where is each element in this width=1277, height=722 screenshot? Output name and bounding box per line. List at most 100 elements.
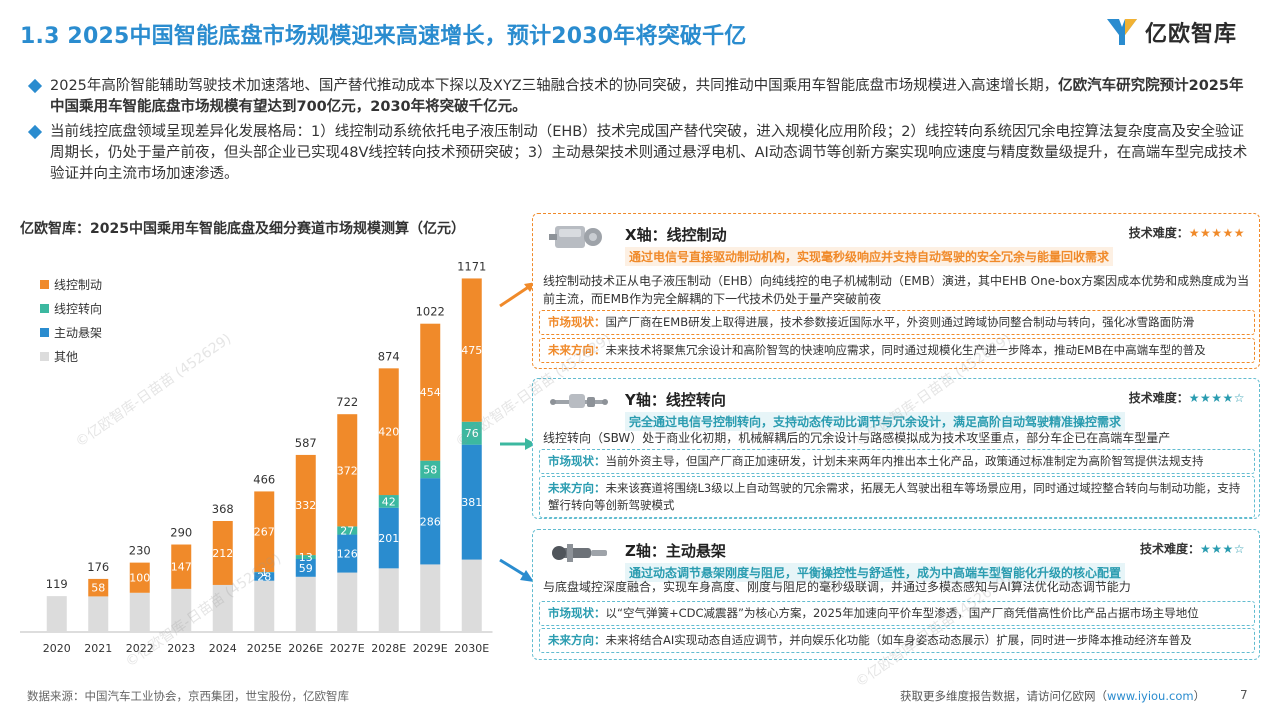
panel-description: 线控转向（SBW）处于商业化初期，机械解耦后的冗余设计与路感模拟成为技术攻坚重点…: [543, 431, 1171, 445]
difficulty-rating: 技术难度：★★★★★: [1129, 224, 1245, 241]
bar-线控制动-2024: [212, 520, 233, 585]
status-text: 国产厂商在EMB研发上取得进展，技术参数接近国际水平，外资则通过跨域协同整合制动…: [605, 315, 1195, 329]
bar-其他-2029E: [420, 564, 441, 632]
data-label-主动悬架-2030E: 381: [461, 496, 482, 509]
data-label-线控制动-2028E: 420: [378, 426, 399, 439]
panel-header: Y轴：线控转向 技术难度：★★★★☆: [533, 379, 1259, 419]
future-direction-box: 未来方向：未来该赛道将围绕L3级以上自动驾驶的冗余需求，拓展无人驾驶出租车等场景…: [539, 476, 1255, 518]
data-label-主动悬架-2025E: 28: [257, 570, 271, 583]
total-label-2023: 290: [170, 526, 192, 540]
future-label: 未来方向：: [548, 343, 606, 357]
logo: 亿欧智库: [1105, 16, 1237, 48]
market-status-box: 市场现状：国产厂商在EMB研发上取得进展，技术参数接近国际水平，外资则通过跨域协…: [539, 310, 1255, 335]
data-label-线控制动-2023: 147: [171, 561, 192, 574]
total-label-2027E: 722: [336, 395, 358, 409]
difficulty-label: 技术难度：: [1128, 391, 1189, 405]
data-label-线控制动-2030E: 475: [461, 344, 482, 357]
bar-其他-2030E: [461, 559, 482, 632]
bar-线控制动-2027E: [337, 414, 358, 527]
bar-其他-2023: [171, 588, 192, 632]
panel-subtitle: 通过动态调节悬架刚度与阻尼，平衡操控性与舒适性，成为中高端车型智能化升级的核心配…: [625, 563, 1126, 582]
x-tick-label-2020: 2020: [43, 642, 71, 655]
data-label-主动悬架-2028E: 201: [378, 532, 399, 545]
footer-text: 获取更多维度报告数据，请访问亿欧网（: [900, 689, 1107, 703]
bar-其他-2028E: [378, 568, 399, 632]
data-label-线控制动-2022: 100: [129, 572, 150, 585]
bullet-text: 当前线控底盘领域呈现差异化发展格局：1）线控制动系统依托电子液压制动（EHB）技…: [50, 124, 1248, 182]
x-tick-label-2030E: 2030E: [454, 642, 489, 655]
bar-主动悬架-2029E: [420, 478, 441, 565]
bar-线控制动-2029E: [420, 323, 441, 461]
logo-text: 亿欧智库: [1144, 22, 1237, 47]
star-rating-icon: ★★★★☆: [1188, 391, 1245, 405]
market-size-chart: 119 2020 58 176 2021 100 230 2022 147 290 2023 212 3…: [0, 240, 520, 670]
x-tick-label-2027E: 2027E: [330, 642, 365, 655]
legend-label-主动悬架: 主动悬架: [54, 326, 102, 340]
market-status-box: 市场现状：以“空气弹簧+CDC减震器”为核心方案，2025年加速向平价车型渗透，…: [539, 601, 1255, 626]
future-text: 未来技术将聚焦冗余设计和高阶智驾的快速响应需求，同时通过规模化生产进一步降本，推…: [605, 343, 1206, 357]
summary-bullets: 2025年高阶智能辅助驾驶技术加速落地、国产替代推动成本下探以及XYZ三轴融合技…: [27, 76, 1255, 189]
x-tick-label-2024: 2024: [209, 642, 237, 655]
bar-其他-2020: [46, 596, 67, 632]
data-label-主动悬架-2029E: 286: [420, 515, 441, 528]
panel-header: X轴：线控制动 技术难度：★★★★★: [533, 214, 1259, 254]
panel-y-steer-by-wire: Y轴：线控转向 技术难度：★★★★☆ 完全通过电信号控制转向，支持动态传动比调节…: [532, 378, 1260, 519]
legend-swatch-线控转向: [40, 304, 49, 313]
website-link[interactable]: www.iyiou.com: [1107, 689, 1194, 703]
panel-title: X轴：线控制动: [625, 226, 727, 244]
data-label-线控转向-2030E: 76: [465, 427, 479, 440]
bar-线控转向-2027E: [337, 526, 358, 535]
legend-label-其他: 其他: [54, 350, 78, 364]
legend-label-线控制动: 线控制动: [54, 278, 102, 292]
bar-主动悬架-2026E: [295, 558, 316, 577]
bar-线控转向-2030E: [461, 421, 482, 445]
x-tick-label-2023: 2023: [167, 642, 195, 655]
bar-线控转向-2026E: [295, 555, 316, 559]
panel-description: 与底盘域控深度融合，实现车身高度、刚度与阻尼的毫秒级联调，并通过多模态感知与AI…: [543, 580, 1131, 594]
data-label-线控制动-2025E: 267: [254, 526, 275, 539]
page-number: 7: [1240, 688, 1248, 702]
x-tick-label-2022: 2022: [126, 642, 154, 655]
bullet-bold-text: 亿欧汽车研究院预计2025年中国乘用车智能底盘市场规模有望达到700亿元，203…: [50, 78, 1244, 115]
data-label-线控制动-2024: 212: [212, 547, 233, 560]
difficulty-rating: 技术难度：★★★☆: [1140, 540, 1245, 557]
difficulty-label: 技术难度：: [1128, 226, 1189, 240]
difficulty-rating: 技术难度：★★★★☆: [1129, 389, 1245, 406]
data-label-线控转向-2026E: 13: [299, 551, 313, 564]
total-label-2029E: 1022: [416, 305, 445, 319]
bar-线控转向-2029E: [420, 460, 441, 479]
bar-其他-2025E: [254, 580, 275, 632]
bar-其他-2024: [212, 584, 233, 632]
data-label-线控制动-2026E: 332: [295, 499, 316, 512]
total-label-2022: 230: [129, 544, 151, 558]
future-label: 未来方向：: [548, 633, 606, 647]
footer-close: ）: [1193, 689, 1206, 703]
total-label-2028E: 874: [378, 349, 400, 363]
data-label-线控转向-2025E: 1: [261, 566, 268, 579]
panel-subtitle: 完全通过电信号控制转向，支持动态传动比调节与冗余设计，满足高阶自动驾驶精准操控需…: [625, 412, 1126, 431]
status-label: 市场现状：: [548, 606, 606, 620]
data-label-线控制动-2027E: 372: [337, 464, 358, 477]
difficulty-label: 技术难度：: [1139, 542, 1200, 556]
data-label-线控转向-2029E: 58: [423, 463, 437, 476]
x-tick-label-2028E: 2028E: [371, 642, 406, 655]
future-label: 未来方向：: [548, 481, 606, 495]
arrow-to-y-panel: [500, 438, 536, 450]
status-text: 当前外资主导，但国产厂商正加速研发，计划未来两年内推出本土化产品，政策通过标准制…: [605, 454, 1204, 468]
total-label-2026E: 587: [295, 436, 317, 450]
x-tick-label-2029E: 2029E: [413, 642, 448, 655]
panel-title: Z轴：主动悬架: [625, 542, 726, 560]
data-label-线控制动-2029E: 454: [420, 386, 441, 399]
bar-主动悬架-2028E: [378, 507, 399, 569]
suspension-unit-icon: [552, 544, 607, 562]
bullet-1: 2025年高阶智能辅助驾驶技术加速落地、国产替代推动成本下探以及XYZ三轴融合技…: [27, 76, 1255, 118]
bullet-text: 2025年高阶智能辅助驾驶技术加速落地、国产替代推动成本下探以及XYZ三轴融合技…: [50, 78, 1059, 94]
diamond-icon: [27, 124, 43, 140]
steering-unit-icon: [550, 394, 608, 408]
star-rating-icon: ★★★★★: [1188, 226, 1245, 240]
panel-z-active-suspension: Z轴：主动悬架 技术难度：★★★☆ 通过动态调节悬架刚度与阻尼，平衡操控性与舒适…: [532, 529, 1260, 660]
bar-其他-2022: [129, 592, 150, 632]
x-tick-label-2025E: 2025E: [247, 642, 282, 655]
bar-线控制动-2025E: [254, 491, 275, 572]
panel-subtitle: 通过电信号直接驱动制动机构，实现毫秒级响应并支持自动驾驶的安全冗余与能量回收需求: [625, 247, 1114, 266]
